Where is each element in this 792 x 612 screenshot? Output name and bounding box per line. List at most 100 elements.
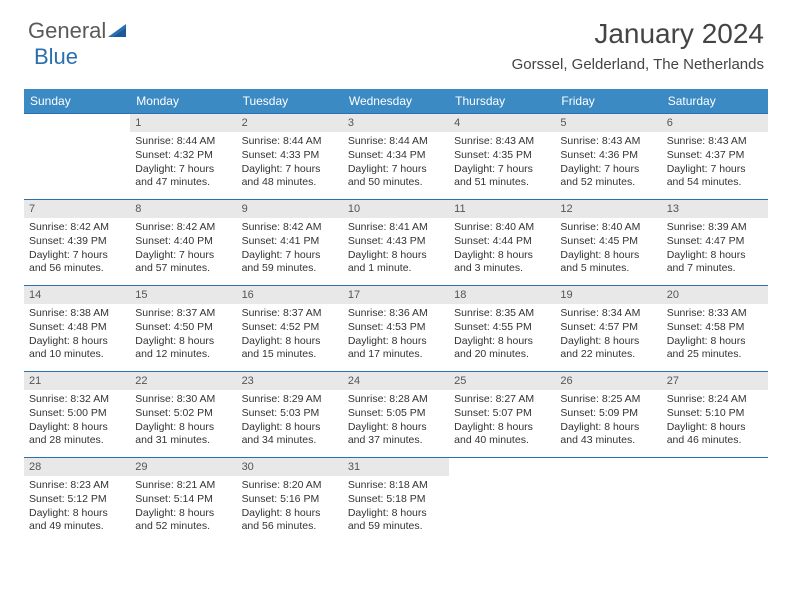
sunset: Sunset: 4:44 PM [454,235,550,249]
daylight-line1: Daylight: 7 hours [667,163,763,177]
day-number: 25 [449,372,555,390]
daylight-line1: Daylight: 8 hours [560,249,656,263]
sunset: Sunset: 4:45 PM [560,235,656,249]
day-cell: 7Sunrise: 8:42 AMSunset: 4:39 PMDaylight… [24,199,130,285]
daylight-line2: and 57 minutes. [135,262,231,276]
sunrise: Sunrise: 8:37 AM [242,307,338,321]
day-body: Sunrise: 8:29 AMSunset: 5:03 PMDaylight:… [237,390,343,453]
day-number: 28 [24,458,130,476]
daylight-line1: Daylight: 7 hours [348,163,444,177]
daylight-line1: Daylight: 8 hours [135,335,231,349]
daylight-line2: and 50 minutes. [348,176,444,190]
brand-logo: General [28,18,131,44]
daylight-line2: and 40 minutes. [454,434,550,448]
blank-cell [24,113,130,199]
daylight-line1: Daylight: 8 hours [348,335,444,349]
day-body: Sunrise: 8:43 AMSunset: 4:37 PMDaylight:… [662,132,768,195]
sunrise: Sunrise: 8:39 AM [667,221,763,235]
daylight-line2: and 25 minutes. [667,348,763,362]
sunrise: Sunrise: 8:35 AM [454,307,550,321]
weekday-header: Tuesday [237,89,343,113]
daylight-line1: Daylight: 7 hours [560,163,656,177]
daylight-line2: and 17 minutes. [348,348,444,362]
sunset: Sunset: 4:53 PM [348,321,444,335]
daylight-line2: and 56 minutes. [29,262,125,276]
brand-part1: General [28,18,106,44]
day-number: 16 [237,286,343,304]
day-cell: 5Sunrise: 8:43 AMSunset: 4:36 PMDaylight… [555,113,661,199]
day-cell: 25Sunrise: 8:27 AMSunset: 5:07 PMDayligh… [449,371,555,457]
daylight-line1: Daylight: 8 hours [135,507,231,521]
daylight-line2: and 52 minutes. [560,176,656,190]
day-body: Sunrise: 8:39 AMSunset: 4:47 PMDaylight:… [662,218,768,281]
weekday-header: Thursday [449,89,555,113]
day-cell: 4Sunrise: 8:43 AMSunset: 4:35 PMDaylight… [449,113,555,199]
daylight-line2: and 59 minutes. [348,520,444,534]
day-cell: 9Sunrise: 8:42 AMSunset: 4:41 PMDaylight… [237,199,343,285]
day-body: Sunrise: 8:40 AMSunset: 4:45 PMDaylight:… [555,218,661,281]
month-title: January 2024 [512,18,764,50]
day-number: 21 [24,372,130,390]
sunset: Sunset: 4:36 PM [560,149,656,163]
weekday-header: Friday [555,89,661,113]
day-number: 26 [555,372,661,390]
day-cell: 29Sunrise: 8:21 AMSunset: 5:14 PMDayligh… [130,457,236,543]
day-number: 7 [24,200,130,218]
day-body: Sunrise: 8:30 AMSunset: 5:02 PMDaylight:… [130,390,236,453]
sunset: Sunset: 5:10 PM [667,407,763,421]
day-cell: 24Sunrise: 8:28 AMSunset: 5:05 PMDayligh… [343,371,449,457]
daylight-line2: and 51 minutes. [454,176,550,190]
sunrise: Sunrise: 8:32 AM [29,393,125,407]
daylight-line2: and 31 minutes. [135,434,231,448]
day-body: Sunrise: 8:43 AMSunset: 4:35 PMDaylight:… [449,132,555,195]
day-body: Sunrise: 8:21 AMSunset: 5:14 PMDaylight:… [130,476,236,539]
sunrise: Sunrise: 8:36 AM [348,307,444,321]
day-body: Sunrise: 8:18 AMSunset: 5:18 PMDaylight:… [343,476,449,539]
sunset: Sunset: 5:05 PM [348,407,444,421]
day-number: 24 [343,372,449,390]
day-number: 29 [130,458,236,476]
day-body: Sunrise: 8:28 AMSunset: 5:05 PMDaylight:… [343,390,449,453]
sunrise: Sunrise: 8:41 AM [348,221,444,235]
day-cell: 28Sunrise: 8:23 AMSunset: 5:12 PMDayligh… [24,457,130,543]
sunset: Sunset: 5:16 PM [242,493,338,507]
day-cell: 20Sunrise: 8:33 AMSunset: 4:58 PMDayligh… [662,285,768,371]
sunset: Sunset: 4:57 PM [560,321,656,335]
day-body: Sunrise: 8:42 AMSunset: 4:39 PMDaylight:… [24,218,130,281]
day-number: 18 [449,286,555,304]
daylight-line2: and 56 minutes. [242,520,338,534]
day-cell: 27Sunrise: 8:24 AMSunset: 5:10 PMDayligh… [662,371,768,457]
brand-part2: Blue [34,44,78,70]
sunrise: Sunrise: 8:18 AM [348,479,444,493]
day-number: 27 [662,372,768,390]
day-number: 14 [24,286,130,304]
sunrise: Sunrise: 8:23 AM [29,479,125,493]
daylight-line1: Daylight: 7 hours [242,163,338,177]
daylight-line1: Daylight: 7 hours [135,163,231,177]
sunrise: Sunrise: 8:43 AM [454,135,550,149]
sunset: Sunset: 4:48 PM [29,321,125,335]
daylight-line2: and 48 minutes. [242,176,338,190]
day-body: Sunrise: 8:43 AMSunset: 4:36 PMDaylight:… [555,132,661,195]
sunrise: Sunrise: 8:33 AM [667,307,763,321]
day-body: Sunrise: 8:24 AMSunset: 5:10 PMDaylight:… [662,390,768,453]
day-body: Sunrise: 8:36 AMSunset: 4:53 PMDaylight:… [343,304,449,367]
day-body: Sunrise: 8:23 AMSunset: 5:12 PMDaylight:… [24,476,130,539]
daylight-line2: and 3 minutes. [454,262,550,276]
daylight-line1: Daylight: 8 hours [560,421,656,435]
day-number: 20 [662,286,768,304]
sunrise: Sunrise: 8:43 AM [560,135,656,149]
day-cell: 3Sunrise: 8:44 AMSunset: 4:34 PMDaylight… [343,113,449,199]
day-body: Sunrise: 8:32 AMSunset: 5:00 PMDaylight:… [24,390,130,453]
daylight-line1: Daylight: 8 hours [29,421,125,435]
blank-cell [662,457,768,543]
daylight-line1: Daylight: 8 hours [348,507,444,521]
day-cell: 23Sunrise: 8:29 AMSunset: 5:03 PMDayligh… [237,371,343,457]
header: General January 2024 Gorssel, Gelderland… [0,0,792,79]
sunrise: Sunrise: 8:42 AM [29,221,125,235]
blank-cell [449,457,555,543]
day-body: Sunrise: 8:40 AMSunset: 4:44 PMDaylight:… [449,218,555,281]
day-body: Sunrise: 8:20 AMSunset: 5:16 PMDaylight:… [237,476,343,539]
day-cell: 14Sunrise: 8:38 AMSunset: 4:48 PMDayligh… [24,285,130,371]
day-number: 6 [662,114,768,132]
